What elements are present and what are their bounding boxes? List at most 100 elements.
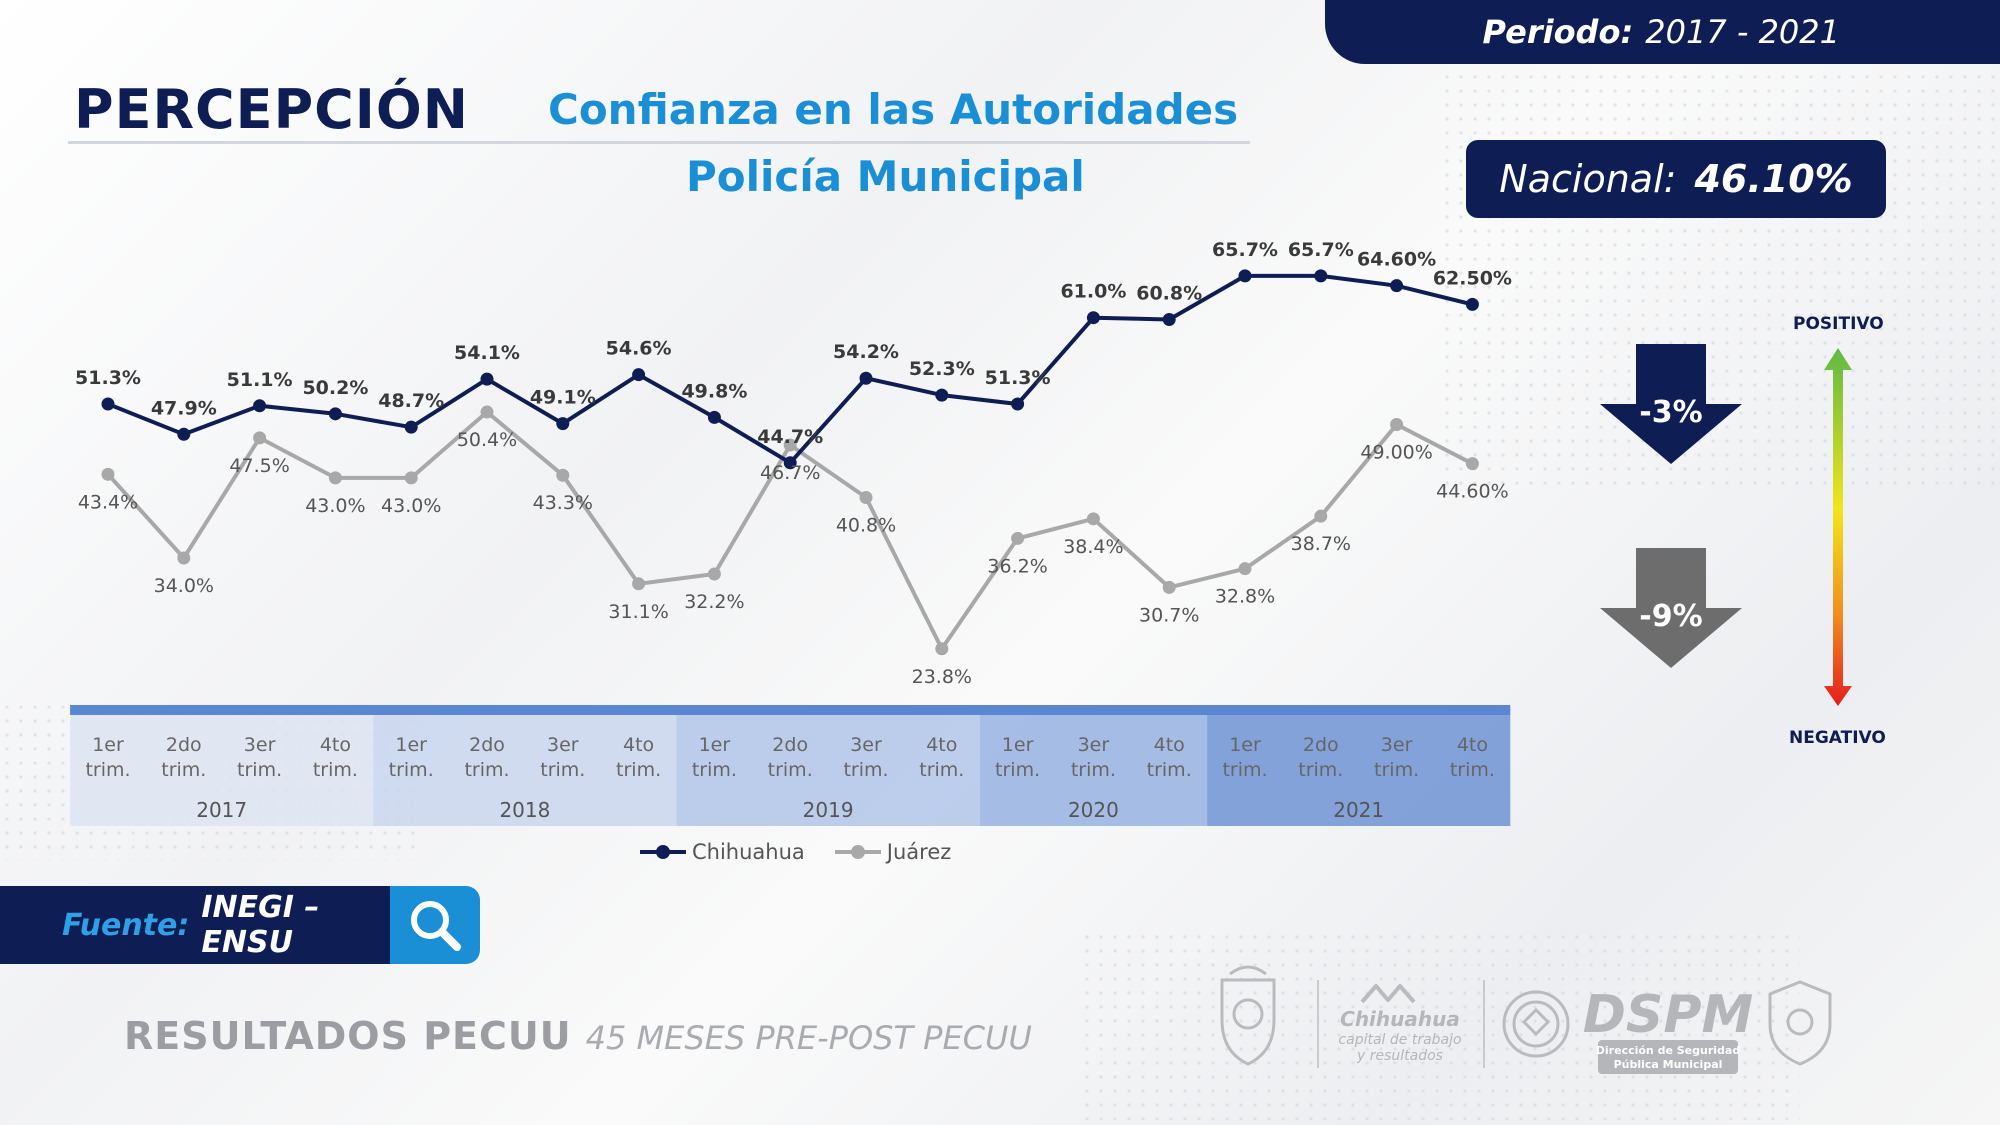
legend-item-juarez: Juárez (834, 840, 951, 864)
juarez-change-arrow: -9% (1600, 548, 1742, 668)
data-point-juarez (1162, 580, 1176, 594)
axis-top-strip (70, 705, 1511, 715)
year-label: 2019 (803, 798, 854, 822)
x-tick-label: 3er (1078, 734, 1110, 756)
year-band-2020 (979, 715, 1208, 826)
down-arrow-icon: -3% (1600, 344, 1742, 464)
data-label-juarez: 30.7% (1139, 604, 1199, 626)
x-tick-label: trim. (389, 759, 434, 781)
x-tick-label: 2do (1303, 734, 1339, 756)
data-point-chihuahua (859, 371, 873, 385)
data-point-chihuahua (935, 388, 949, 402)
period-label: Periodo: (1482, 13, 1634, 51)
chart-legend: Chihuahua Juárez (640, 840, 951, 864)
data-label-juarez: 43.4% (78, 491, 138, 513)
data-label-juarez: 43.3% (533, 492, 593, 514)
data-point-juarez (1465, 457, 1479, 471)
data-point-juarez (253, 431, 267, 445)
source-banner: Fuente: INEGI – ENSU (0, 886, 390, 964)
x-tick-label: trim. (1222, 759, 1267, 781)
data-point-juarez (177, 551, 191, 565)
data-label-juarez: 40.8% (836, 514, 896, 536)
data-label-chihuahua: 64.60% (1357, 249, 1436, 271)
year-band-2021 (1207, 715, 1511, 826)
dspm-logo: DSPM Dirección de Seguridad Pública Muni… (1583, 985, 1753, 1074)
data-label-juarez: 49.00% (1360, 442, 1432, 464)
data-point-chihuahua (556, 417, 570, 431)
x-tick-label: trim. (85, 759, 130, 781)
source-value: INEGI – ENSU (201, 890, 320, 960)
data-label-chihuahua: 60.8% (1136, 282, 1202, 304)
data-label-chihuahua: 48.7% (378, 390, 444, 412)
x-tick-label: 2do (469, 734, 505, 756)
results-footer: RESULTADOS PECUU 45 MESES PRE-POST PECUU (124, 1014, 1032, 1058)
scale-top-label: POSITIVO (1793, 314, 1884, 334)
search-button[interactable] (390, 886, 480, 964)
series-points (101, 269, 1479, 656)
data-label-chihuahua: 51.3% (985, 367, 1051, 389)
data-label-juarez: 43.0% (381, 495, 441, 517)
data-label-chihuahua: 54.2% (833, 341, 899, 363)
x-tick-label: trim. (313, 759, 358, 781)
data-labels: 51.3% 47.9% 51.1% 50.2% 48.7% 54.1% 49.1% 54.6%… (75, 239, 1512, 688)
dspm-sub1: Dirección de Seguridad (1596, 1044, 1740, 1057)
x-tick-label: 3er (1381, 734, 1413, 756)
data-point-juarez (1314, 509, 1328, 523)
data-point-juarez (707, 567, 721, 581)
coat-of-arms-logo (1220, 965, 1276, 1066)
data-point-juarez (404, 471, 418, 485)
source-label: Fuente: (62, 907, 190, 943)
data-label-juarez: 47.5% (229, 455, 289, 477)
data-point-chihuahua (1086, 311, 1100, 325)
data-point-chihuahua (253, 399, 267, 413)
x-tick-label: 3er (850, 734, 882, 756)
data-point-chihuahua (177, 427, 191, 441)
data-label-juarez: 50.4% (457, 429, 517, 451)
data-point-juarez (1011, 531, 1025, 545)
data-label-juarez: 32.2% (684, 591, 744, 613)
year-label: 2021 (1333, 798, 1384, 822)
nacional-label: Nacional: (1499, 157, 1677, 201)
legend-swatch-juarez (834, 845, 881, 859)
gradient-scale-arrow (1824, 348, 1852, 706)
x-tick-label: trim. (616, 759, 661, 781)
dspm-sub2: Pública Municipal (1614, 1058, 1723, 1071)
chihuahua-change-value: -3% (1639, 395, 1702, 430)
data-point-juarez (935, 642, 949, 656)
logo-strip: Chihuahua capital de trabajo y resultado… (1220, 965, 1832, 1074)
data-point-chihuahua (1238, 269, 1252, 283)
data-label-chihuahua: 65.7% (1288, 239, 1354, 261)
chihuahua-logo-line3: y resultados (1356, 1048, 1443, 1064)
data-point-juarez (783, 438, 797, 452)
x-tick-label: 2do (772, 734, 808, 756)
x-tick-label: trim. (237, 759, 282, 781)
chihuahua-logo-line2: capital de trabajo (1338, 1032, 1461, 1048)
year-band-2018 (373, 715, 677, 826)
x-tick-label: 3er (547, 734, 579, 756)
data-point-juarez (859, 490, 873, 504)
x-tick-label: trim. (1374, 759, 1419, 781)
x-tick-label: trim. (692, 759, 737, 781)
data-label-chihuahua: 62.50% (1433, 267, 1512, 289)
data-point-chihuahua (1465, 297, 1479, 311)
data-label-juarez: 38.7% (1291, 533, 1351, 555)
data-label-chihuahua: 50.2% (302, 377, 368, 399)
results-bold: RESULTADOS PECUU (124, 1014, 572, 1058)
data-point-chihuahua (632, 368, 646, 382)
legend-item-chihuahua: Chihuahua (640, 840, 805, 864)
data-label-chihuahua: 54.6% (606, 338, 672, 360)
data-point-chihuahua (101, 397, 115, 411)
x-tick-label: trim. (1071, 759, 1116, 781)
data-point-chihuahua (1011, 397, 1025, 411)
x-tick-label: 1er (1229, 734, 1261, 756)
data-label-chihuahua: 51.1% (227, 369, 293, 391)
data-point-juarez (632, 577, 646, 591)
x-tick-label: trim. (768, 759, 813, 781)
shield-badge-logo (1768, 980, 1832, 1066)
data-point-chihuahua (1314, 269, 1328, 283)
chart-subtitle-2: Policía Municipal (686, 152, 1085, 201)
data-point-chihuahua (328, 407, 342, 421)
data-point-juarez (328, 471, 342, 485)
data-label-juarez: 38.4% (1063, 536, 1123, 558)
